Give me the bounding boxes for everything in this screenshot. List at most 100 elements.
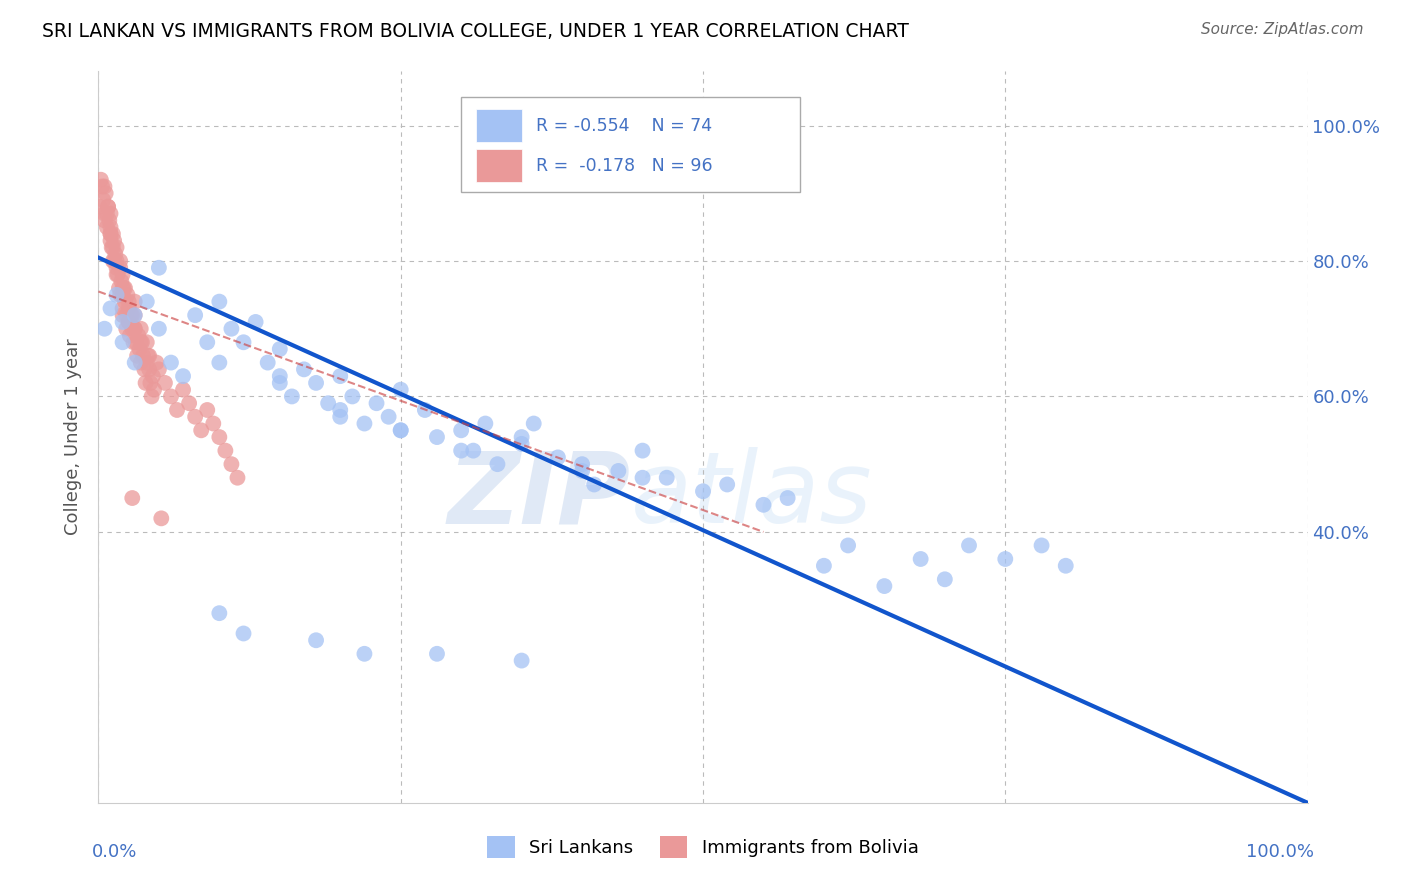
Point [96,206,118,220]
Point [281,389,304,403]
Point [111,288,134,302]
Point [571,464,593,478]
Point [135,294,157,309]
Point [111,301,134,316]
Point [195,403,218,417]
Point [994,552,1017,566]
Point [105,268,128,282]
Text: atlas: atlas [630,447,872,544]
Point [90,172,112,186]
Point [97,200,120,214]
Point [141,389,163,403]
Point [571,457,593,471]
Point [138,349,160,363]
Point [547,450,569,465]
Text: 0.0%: 0.0% [93,843,138,861]
Point [105,288,128,302]
Point [111,315,134,329]
Point [934,572,956,586]
Point [450,443,472,458]
Point [97,200,120,214]
Point [184,308,207,322]
Point [120,308,142,322]
Point [129,322,152,336]
Point [143,383,166,397]
Point [142,369,165,384]
Point [269,369,291,384]
Point [93,213,115,227]
Point [132,349,155,363]
Point [111,268,134,282]
Point [583,477,606,491]
Point [124,355,146,369]
Point [93,206,115,220]
Point [366,396,388,410]
Point [117,288,139,302]
Point [226,471,249,485]
Point [135,335,157,350]
Point [148,260,170,275]
Point [118,294,141,309]
Point [752,498,775,512]
Legend: Sri Lankans, Immigrants from Bolivia: Sri Lankans, Immigrants from Bolivia [481,829,925,865]
Point [124,322,146,336]
Point [607,464,630,478]
Point [93,322,115,336]
Point [124,308,146,322]
Point [145,355,167,369]
Point [172,369,194,384]
Point [91,193,114,207]
Point [208,606,231,620]
Point [957,538,980,552]
Text: Source: ZipAtlas.com: Source: ZipAtlas.com [1201,22,1364,37]
Point [463,443,485,458]
Y-axis label: College, Under 1 year: College, Under 1 year [65,339,83,535]
Point [100,220,122,235]
Point [195,335,218,350]
Point [214,443,236,458]
Point [329,403,352,417]
Point [125,335,148,350]
Point [111,335,134,350]
Point [474,417,496,431]
Point [115,308,138,322]
Point [128,342,150,356]
Point [103,234,125,248]
Point [114,281,136,295]
Point [111,281,134,295]
Point [316,396,339,410]
Point [426,647,449,661]
Point [342,389,364,403]
Point [389,383,412,397]
Point [108,254,131,268]
Point [136,349,159,363]
Point [91,179,114,194]
Point [150,511,173,525]
Point [108,260,131,275]
Point [127,349,149,363]
Point [114,294,136,309]
Point [269,376,291,390]
Point [127,328,149,343]
Point [138,362,160,376]
Point [105,260,128,275]
Point [208,294,231,309]
Point [124,308,146,322]
Point [510,654,533,668]
Point [105,254,128,268]
Point [305,633,328,648]
Point [96,220,118,235]
Point [118,328,141,343]
Point [104,247,127,261]
Point [131,335,153,350]
Point [93,179,115,194]
Point [486,457,509,471]
Point [208,430,231,444]
Point [139,376,162,390]
Point [160,389,183,403]
Point [716,477,738,491]
Point [100,206,122,220]
Point [329,369,352,384]
Point [179,396,201,410]
Point [510,430,533,444]
